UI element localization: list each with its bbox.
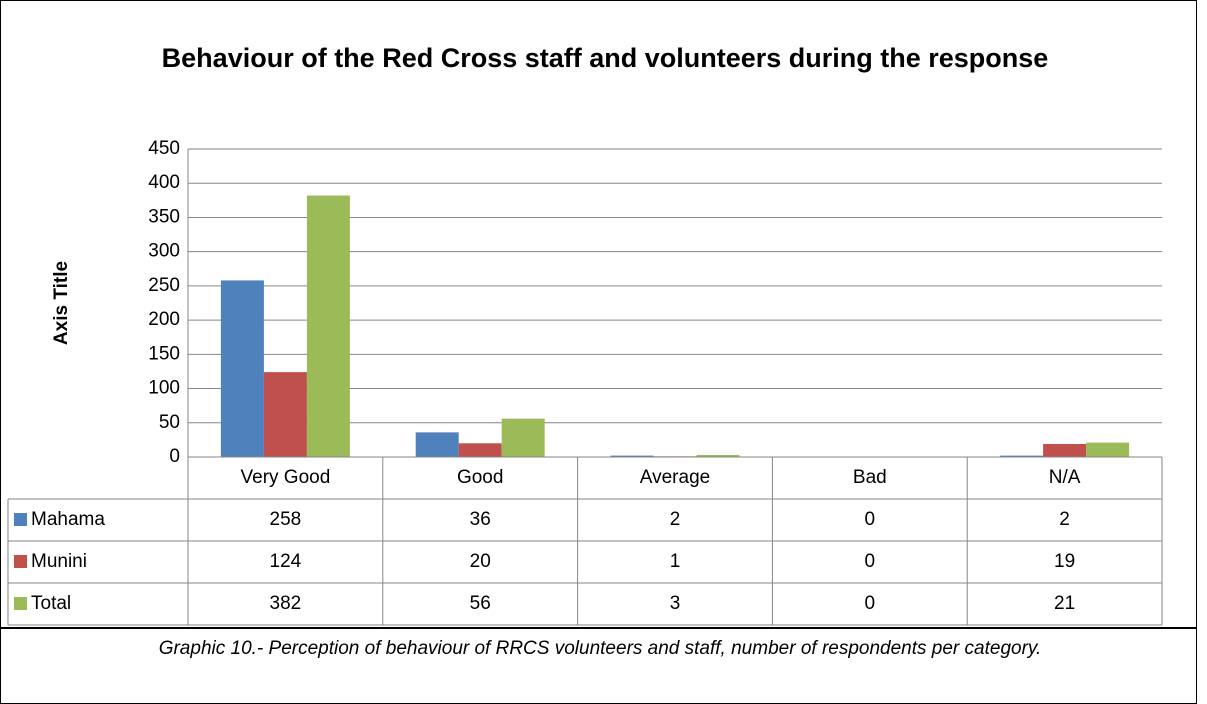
x-tick-label: Very Good xyxy=(241,467,331,488)
y-tick-label: 100 xyxy=(148,378,180,399)
caption: Graphic 10.- Perception of behaviour of … xyxy=(158,638,1042,659)
table-cell: 19 xyxy=(1054,551,1075,572)
table-cell: 124 xyxy=(270,551,302,572)
y-tick-label: 0 xyxy=(169,446,180,467)
table-cell: 2 xyxy=(1059,509,1070,530)
chart-title: Behaviour of the Red Cross staff and vol… xyxy=(161,43,1049,73)
legend-label: Munini xyxy=(31,551,87,572)
bar xyxy=(696,454,740,457)
bar xyxy=(220,280,264,457)
y-tick-label: 400 xyxy=(148,172,180,193)
table-cell: 258 xyxy=(270,509,302,530)
x-tick-label: Bad xyxy=(853,467,887,488)
table-cell: 1 xyxy=(670,551,681,572)
y-axis-label: Axis Title xyxy=(51,261,72,345)
x-tick-label: Good xyxy=(457,467,503,488)
legend-key xyxy=(14,513,27,526)
y-tick-label: 350 xyxy=(148,206,180,227)
bar xyxy=(1086,442,1130,457)
bar xyxy=(415,432,459,457)
y-tick-label: 150 xyxy=(148,343,180,364)
y-tick-label: 200 xyxy=(148,309,180,330)
table-cell: 2 xyxy=(670,509,681,530)
bar xyxy=(501,418,545,457)
table-cell: 20 xyxy=(470,551,491,572)
legend-key xyxy=(14,597,27,610)
legend-label: Mahama xyxy=(31,509,105,530)
y-tick-label: 50 xyxy=(159,412,180,433)
legend-key xyxy=(14,555,27,568)
table-cell: 0 xyxy=(865,593,876,614)
y-tick-label: 250 xyxy=(148,275,180,296)
table-cell: 21 xyxy=(1054,593,1075,614)
bar xyxy=(1000,455,1044,457)
x-tick-label: N/A xyxy=(1049,467,1081,488)
table-cell: 0 xyxy=(865,509,876,530)
table-cell: 0 xyxy=(865,551,876,572)
bar xyxy=(263,372,307,457)
table-cell: 382 xyxy=(270,593,302,614)
legend-label: Total xyxy=(31,593,71,614)
table-cell: 3 xyxy=(670,593,681,614)
bar xyxy=(306,195,350,457)
bar xyxy=(458,443,502,457)
bar xyxy=(1043,443,1087,457)
chart-frame xyxy=(0,0,1197,628)
table-cell: 56 xyxy=(470,593,491,614)
x-tick-label: Average xyxy=(640,467,710,488)
bar xyxy=(610,455,654,457)
y-tick-label: 450 xyxy=(148,138,180,159)
y-tick-label: 300 xyxy=(148,241,180,262)
table-cell: 36 xyxy=(470,509,491,530)
